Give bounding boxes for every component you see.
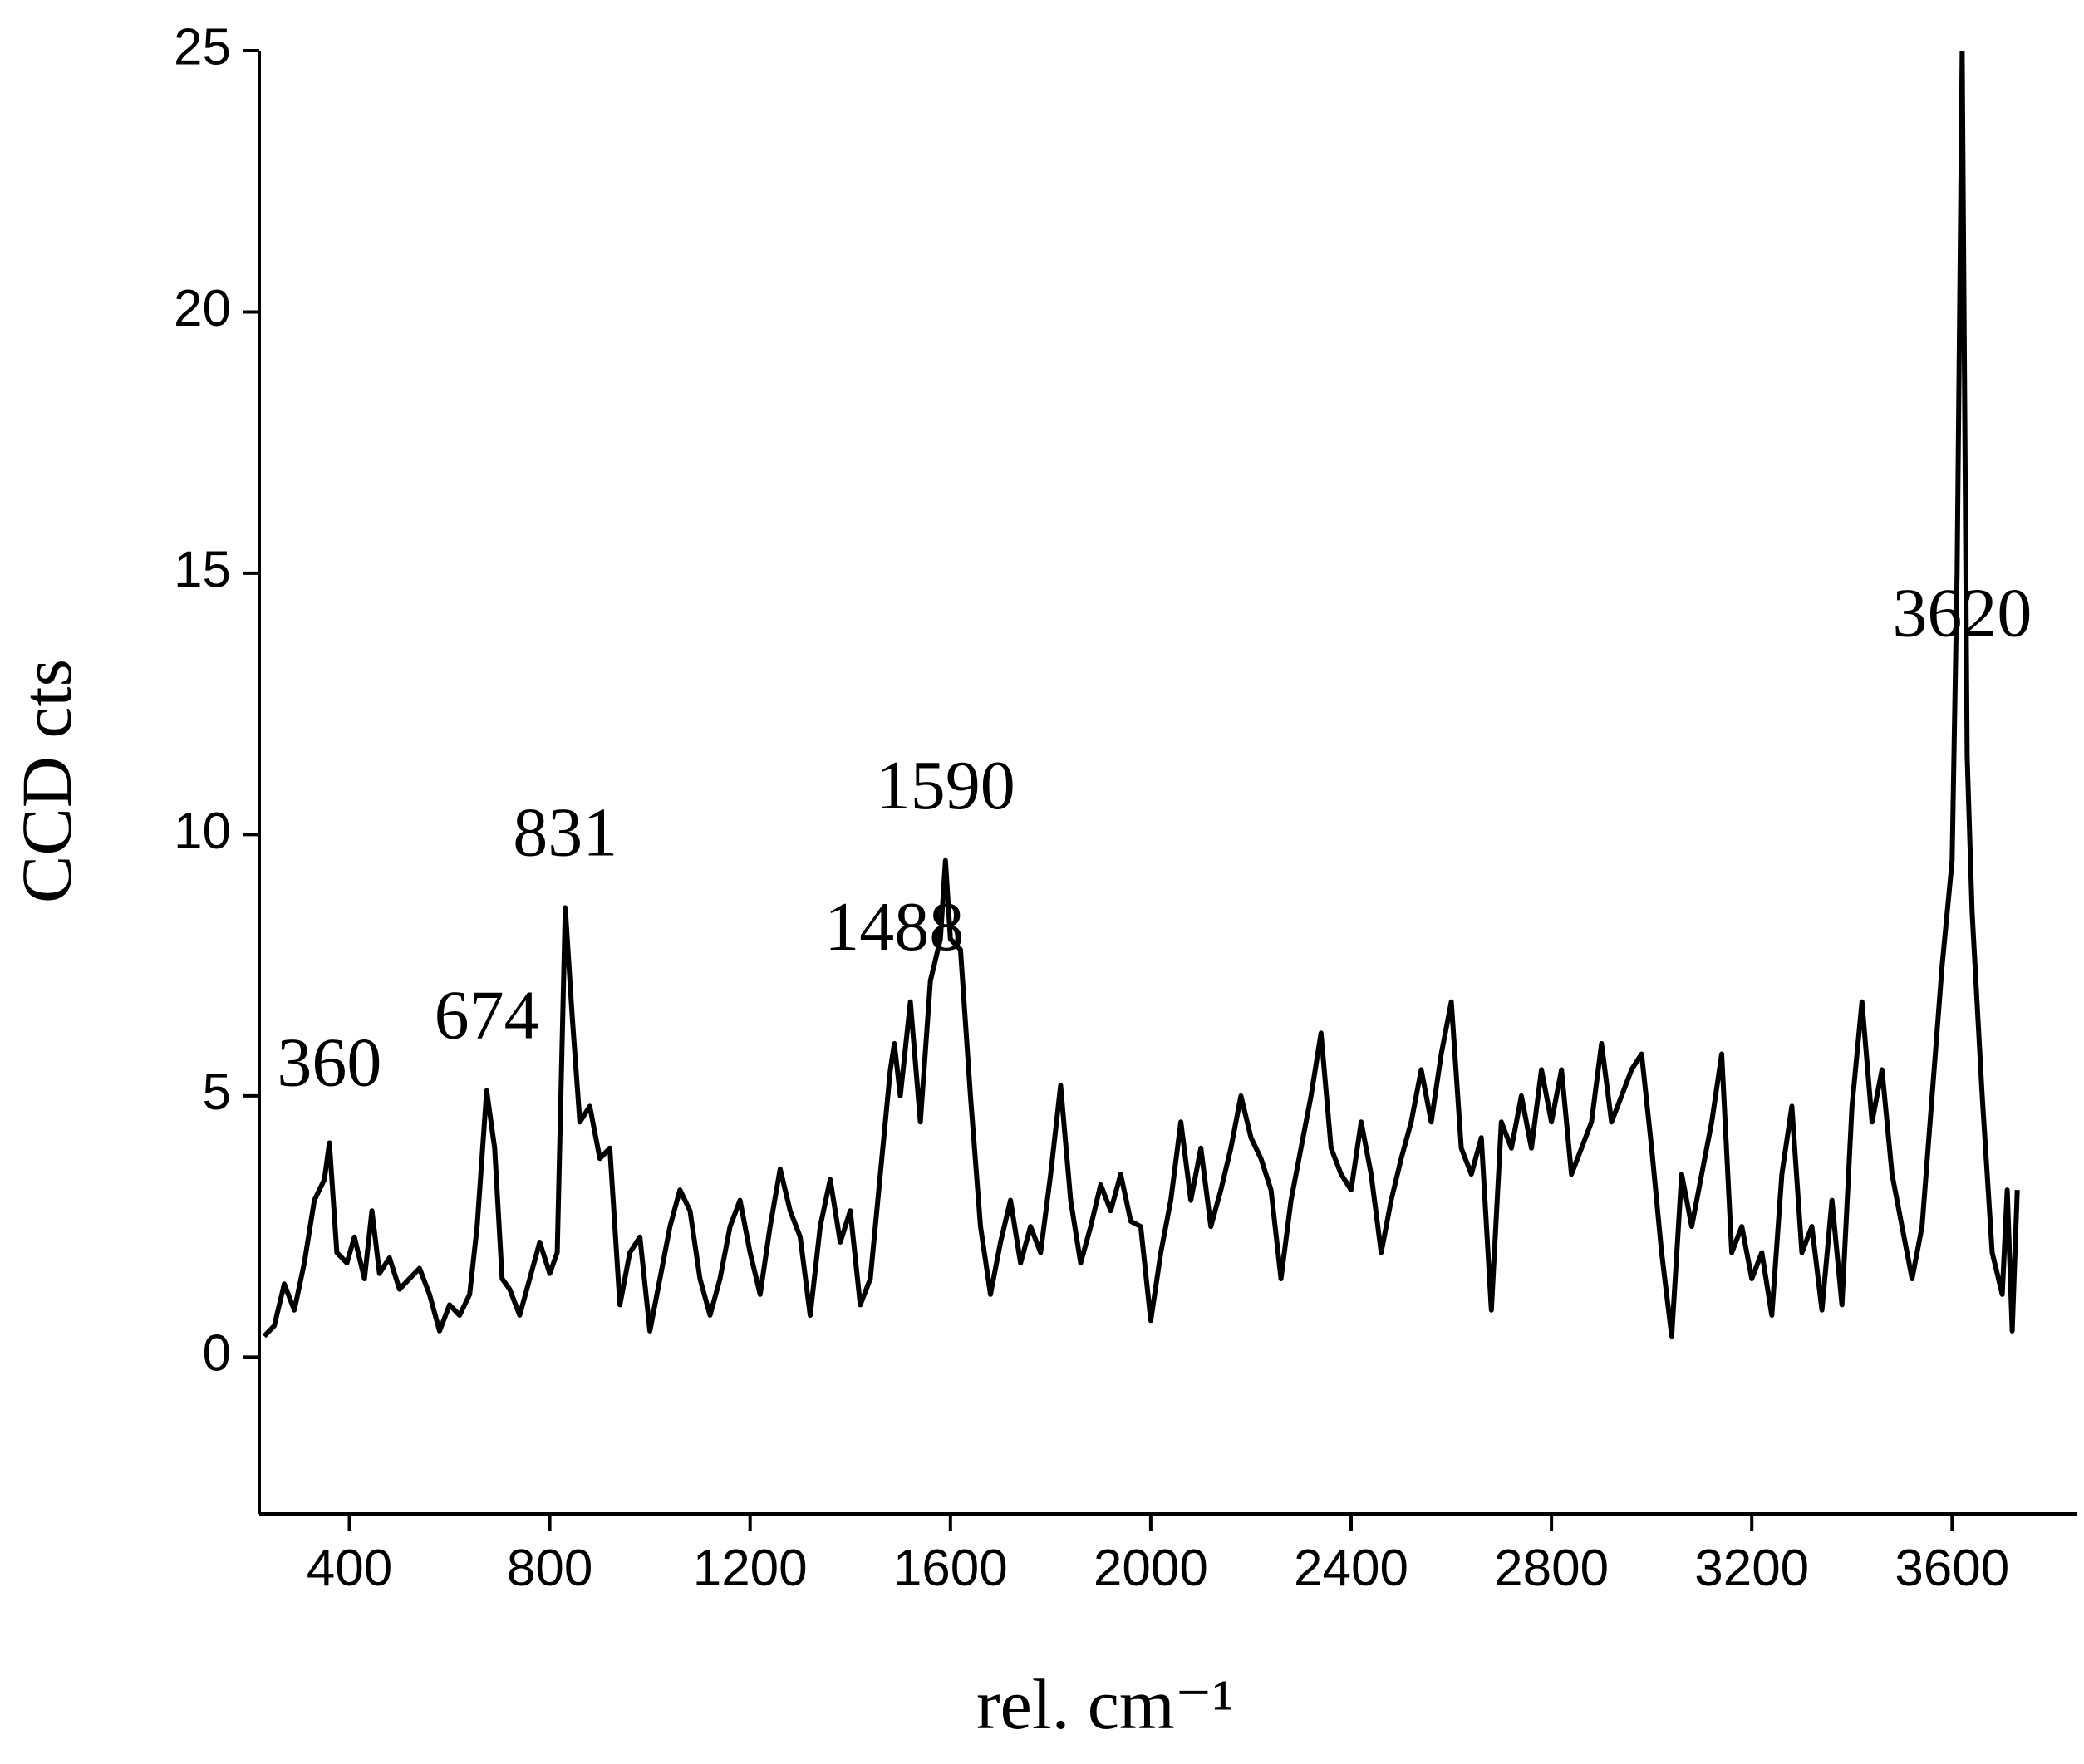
- peak-annotation: 1590: [876, 747, 1015, 824]
- spectrum-line: [262, 51, 2020, 1339]
- y-tick-label: 20: [174, 280, 231, 337]
- x-axis-title: rel. cm⁻¹: [976, 1664, 1234, 1744]
- y-tick-label: 10: [174, 803, 231, 860]
- x-tick-label: 400: [307, 1540, 392, 1597]
- y-tick-label: 5: [203, 1064, 231, 1121]
- peak-annotation: 831: [513, 794, 617, 872]
- peak-annotation: 360: [277, 1024, 381, 1101]
- y-axis-title: CCD cts: [7, 659, 86, 903]
- x-tick-label: 800: [507, 1540, 592, 1597]
- y-tick-label: 0: [203, 1325, 231, 1383]
- x-tick-label: 1600: [893, 1540, 1008, 1597]
- peak-annotation: 3620: [1892, 574, 2032, 651]
- peak-annotation: 1488: [824, 888, 964, 966]
- x-tick-label: 2800: [1494, 1540, 1609, 1597]
- x-tick-label: 2400: [1294, 1540, 1408, 1597]
- x-tick-label: 1200: [693, 1540, 808, 1597]
- x-tick-label: 3200: [1694, 1540, 1809, 1597]
- y-tick-label: 15: [174, 541, 231, 598]
- peak-annotation: 674: [435, 977, 539, 1054]
- y-tick-label: 25: [174, 18, 231, 76]
- x-tick-label: 3600: [1895, 1540, 2009, 1597]
- x-tick-label: 2000: [1094, 1540, 1208, 1597]
